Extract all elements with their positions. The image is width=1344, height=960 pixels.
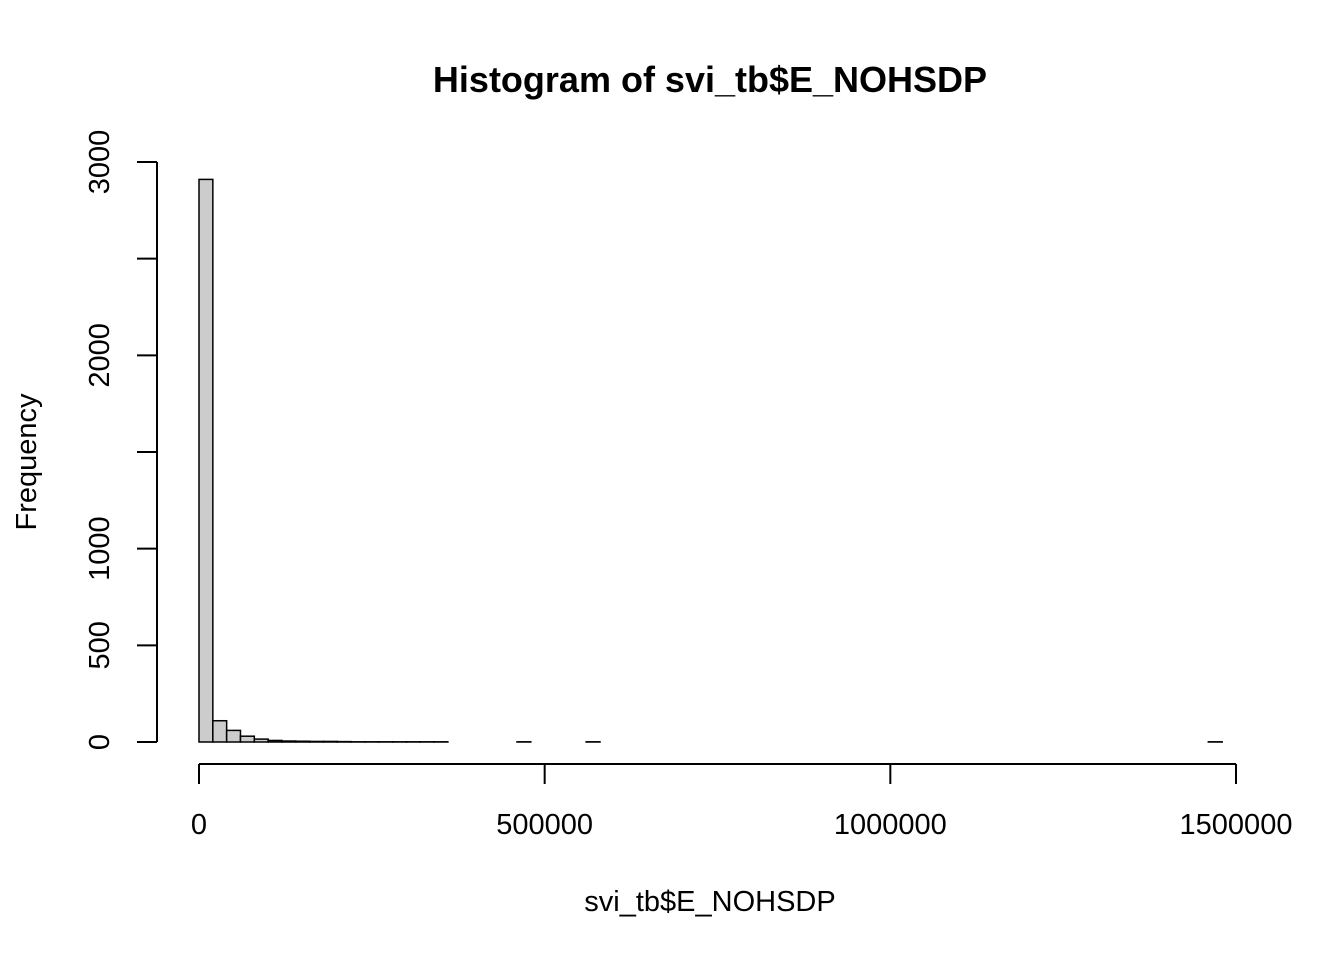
x-tick-label: 1500000 — [1180, 809, 1293, 841]
histogram-bar — [198, 178, 214, 743]
y-tick-label: 2000 — [84, 323, 116, 388]
histogram-bar — [225, 729, 242, 743]
histogram-bar — [267, 739, 283, 743]
x-tick-label: 1000000 — [834, 809, 947, 841]
y-tick-label: 1000 — [84, 516, 116, 581]
y-tick-label: 3000 — [84, 130, 116, 195]
histogram-bar — [281, 740, 297, 743]
x-tick-label: 0 — [191, 809, 207, 841]
x-tick-label: 500000 — [496, 809, 593, 841]
bars-group — [198, 178, 1223, 743]
y-tick-label: 500 — [84, 621, 116, 669]
histogram-bar — [308, 740, 325, 743]
histogram-bar — [212, 719, 228, 743]
y-tick-label: 0 — [84, 734, 116, 750]
y-axis-label: Frequency — [11, 393, 43, 531]
chart-title: Histogram of svi_tb$E_NOHSDP — [433, 59, 987, 100]
histogram-bar — [239, 735, 256, 743]
histogram-bar — [295, 740, 311, 743]
histogram-bar — [322, 740, 339, 743]
y-axis: 0 500 1000 2000 3000 — [84, 130, 158, 750]
x-axis: 0 500000 1000000 1500000 — [191, 763, 1293, 841]
histogram-bar — [253, 738, 269, 743]
x-axis-label: svi_tb$E_NOHSDP — [584, 886, 835, 918]
